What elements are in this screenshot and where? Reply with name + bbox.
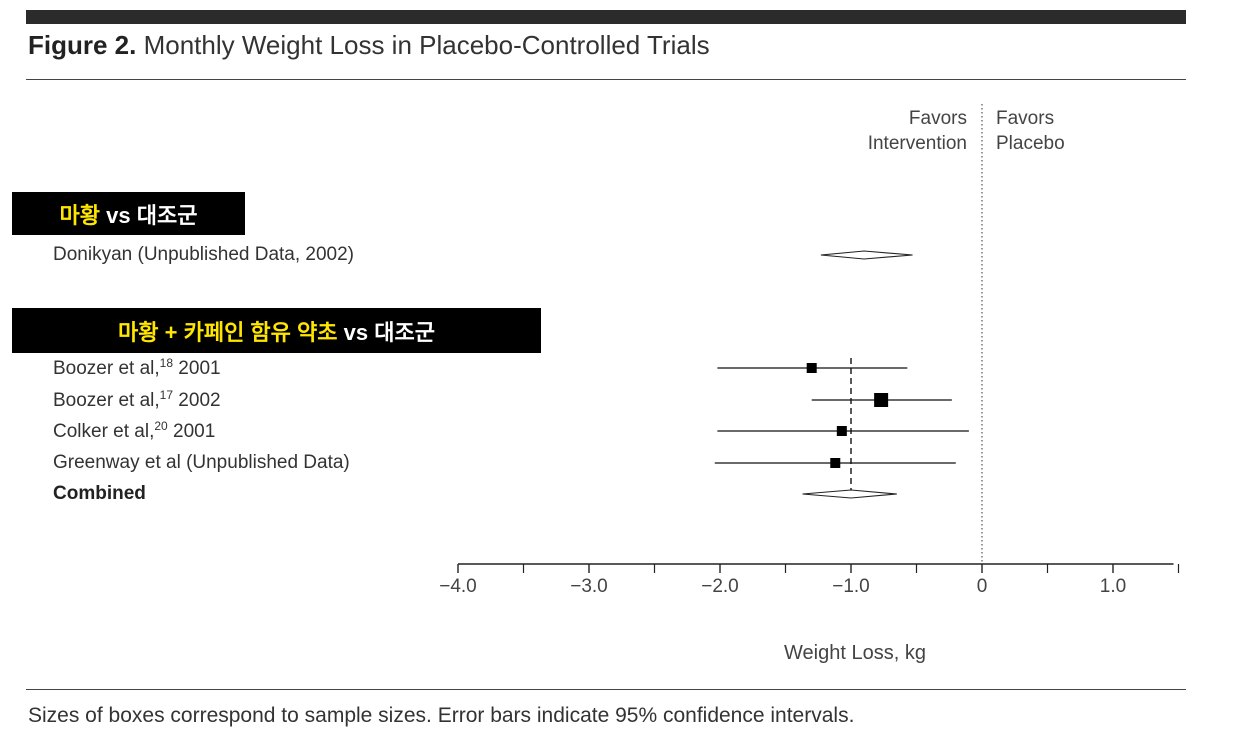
group-label-rest: vs 대조군: [100, 202, 198, 228]
study-label: Combined: [53, 483, 146, 505]
top-bar: [26, 10, 1186, 24]
study-label: Colker et al,20 2001: [53, 419, 215, 443]
study-name: Colker et al,: [53, 421, 155, 443]
caption-rule: [26, 689, 1186, 690]
study-year: 2001: [167, 421, 216, 443]
study-name: Combined: [53, 483, 146, 504]
x-tick-label: 1.0: [1100, 576, 1126, 597]
study-reference: 17: [159, 387, 174, 402]
study-name: Donikyan (Unpublished Data, 2002): [53, 244, 355, 265]
study-year: 2002: [173, 390, 221, 412]
favors-right-line1: Favors: [996, 108, 1054, 129]
x-tick-label: −4.0: [439, 576, 477, 597]
x-axis-label: Weight Loss, kg: [784, 642, 926, 664]
estimate-box: [874, 393, 889, 407]
study-label: Donikyan (Unpublished Data, 2002): [53, 244, 354, 266]
study-name: Boozer et al,: [53, 358, 160, 380]
pooled-diamond: [820, 250, 913, 260]
figure-title-text: Monthly Weight Loss in Placebo-Controlle…: [143, 30, 710, 60]
x-tick-label: −3.0: [570, 576, 608, 597]
favors-left-line2: Intervention: [868, 133, 967, 154]
pooled-diamond: [802, 489, 897, 499]
study-reference: 20: [154, 418, 168, 433]
figure-caption: Sizes of boxes correspond to sample size…: [28, 704, 855, 727]
estimate-box: [806, 363, 817, 373]
title-rule: [26, 79, 1186, 80]
study-reference: 18: [159, 355, 174, 370]
group-label-ephedra: 마황 vs 대조군: [12, 192, 245, 235]
x-tick-label: 0: [977, 576, 988, 597]
x-tick-label: −2.0: [701, 576, 739, 597]
figure-label: Figure 2.: [28, 30, 137, 60]
study-label: Boozer et al,17 2002: [53, 388, 221, 412]
estimate-box: [830, 458, 841, 468]
group-label-rest: vs 대조군: [337, 319, 435, 345]
x-tick-label: −1.0: [832, 576, 870, 597]
favors-right-line2: Placebo: [996, 133, 1065, 154]
study-name: Boozer et al,: [53, 390, 160, 412]
group-label-ephedra-caffeine: 마황 + 카페인 함유 약초 vs 대조군: [12, 308, 541, 353]
study-year: 2001: [173, 358, 221, 380]
group-label-highlight: 마황 + 카페인 함유 약초: [118, 319, 338, 345]
study-name: Greenway et al (Unpublished Data): [53, 452, 350, 473]
favors-left-line1: Favors: [909, 108, 967, 129]
figure-title: Figure 2. Monthly Weight Loss in Placebo…: [28, 30, 710, 61]
group-label-highlight: 마황: [59, 202, 101, 228]
estimate-box: [836, 426, 847, 436]
study-label: Greenway et al (Unpublished Data): [53, 452, 350, 474]
study-label: Boozer et al,18 2001: [53, 356, 221, 380]
